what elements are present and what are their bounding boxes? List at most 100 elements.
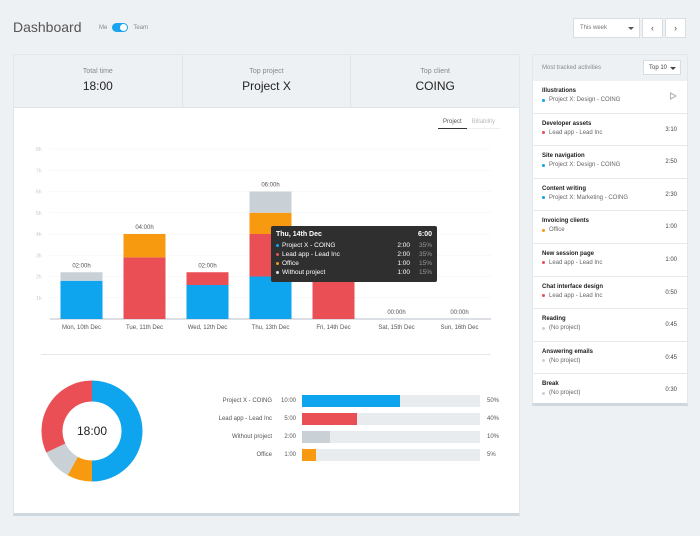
bar-segment[interactable] (249, 276, 292, 320)
legend-dot (276, 253, 279, 256)
tooltip-row-name: Office (282, 260, 299, 267)
stat-label: Top client (420, 68, 450, 75)
activity-project-name: Lead app - Lead Inc (549, 259, 603, 266)
activity-item[interactable]: New session page Lead app - Lead Inc 1:00 (533, 244, 687, 277)
breakdown-name: Project X - COING (222, 398, 272, 404)
bar-segment[interactable] (249, 191, 292, 213)
project-dot (542, 131, 545, 135)
breakdown-time: 10:00 (280, 398, 296, 404)
bar-segment[interactable] (123, 234, 166, 258)
activity-item[interactable]: Invoicing clients Office 1:00 (533, 211, 687, 244)
activity-project: Project X: Marketing - COING (542, 195, 678, 201)
activity-project: Lead app - Lead Inc (542, 260, 678, 266)
chart-tabs: Project Billability (438, 117, 501, 129)
y-tick-label: 2h (36, 275, 42, 281)
next-period-button[interactable]: › (665, 18, 686, 38)
bar-segment[interactable] (60, 272, 103, 281)
activity-item[interactable]: Answering emails (No project) 0:45 (533, 342, 687, 375)
stat-label: Total time (82, 68, 113, 75)
breakdown-name: Office (256, 452, 272, 458)
stat-top-client: Top client COING (351, 55, 519, 107)
play-icon[interactable] (670, 92, 677, 100)
breakdown-fill (302, 413, 358, 425)
x-tick-label: Mon, 10th Dec (62, 325, 101, 331)
page-title: Dashboard (13, 19, 82, 35)
period-dropdown[interactable]: This week (573, 18, 640, 38)
tooltip-row: Project X - COING 2:00 35% (276, 241, 432, 250)
bar-segment[interactable] (123, 257, 166, 319)
stat-label: Top project (249, 68, 284, 75)
activity-name: Answering emails (542, 348, 594, 355)
y-tick-label: 6h (36, 190, 42, 196)
activity-name: Chat interface design (542, 283, 604, 290)
project-dot (542, 359, 545, 363)
main-dashboard-card: Total time 18:00 Top project Project X T… (13, 54, 520, 516)
legend-dot (276, 244, 279, 247)
bar-segment[interactable] (186, 285, 229, 319)
tooltip-row-time: 2:00 (397, 251, 410, 258)
project-dot (542, 294, 545, 298)
activity-name: New session page (542, 250, 595, 257)
bar-total-label: 00:00h (387, 310, 405, 316)
project-dot (542, 163, 545, 167)
activity-project: (No project) (542, 325, 678, 331)
x-tick-label: Wed, 12th Dec (188, 325, 228, 331)
tab-project[interactable]: Project (438, 117, 467, 129)
activity-time: 0:30 (665, 387, 677, 394)
donut-slice[interactable] (41, 380, 93, 453)
bar-total-label: 02:00h (198, 263, 216, 269)
activity-item[interactable]: Site navigation Project X: Design - COING… (533, 146, 687, 179)
activity-item[interactable]: Content writing Project X: Marketing - CO… (533, 179, 687, 212)
activity-time: 2:30 (665, 191, 677, 198)
activity-item[interactable]: Break (No project) 0:30 (533, 374, 687, 407)
bar-total-label: 00:00h (450, 310, 468, 316)
stat-value: Project X (242, 79, 291, 93)
activity-item[interactable]: Chat interface design Lead app - Lead Inc… (533, 277, 687, 310)
activity-project-name: Project X: Design - COING (549, 97, 621, 103)
breakdown-fill (302, 449, 317, 461)
bar-total-label: 02:00h (72, 263, 90, 269)
stat-value: 18:00 (82, 79, 113, 93)
breakdown-pct: 5% (487, 452, 496, 458)
activity-project-name: (No project) (549, 325, 581, 332)
top-filter-dropdown[interactable]: Top 10 (643, 60, 681, 75)
breakdown-pct: 10% (487, 434, 500, 440)
bar-segment[interactable] (186, 272, 229, 285)
toggle-label-team: Team (133, 24, 149, 31)
activity-item[interactable]: Developer assets Lead app - Lead Inc 3:10 (533, 114, 687, 147)
bar-total-label: 06:00h (261, 183, 279, 189)
activity-name: Site navigation (542, 153, 585, 160)
bar-total-label: 04:00h (135, 225, 153, 231)
activity-item[interactable]: Reading (No project) 0:45 (533, 309, 687, 342)
section-divider (41, 354, 491, 355)
activity-project-name: (No project) (549, 390, 581, 397)
activity-time: 0:45 (665, 354, 677, 361)
most-tracked-activities-card: Most tracked activities Top 10 Illustrat… (532, 54, 688, 406)
breakdown-track (302, 413, 480, 425)
tooltip-row-name: Without project (282, 269, 326, 276)
stats-bar: Total time 18:00 Top project Project X T… (14, 55, 519, 108)
donut-total: 18:00 (76, 424, 108, 438)
period-dropdown-value: This week (580, 25, 608, 31)
toggle-label-me: Me (99, 24, 108, 31)
activity-name: Developer assets (542, 120, 592, 127)
project-dot (542, 391, 545, 395)
breakdown-name: Lead app - Lead Inc (218, 416, 272, 422)
tooltip-row: Office 1:00 15% (276, 259, 432, 268)
bar-segment[interactable] (60, 280, 103, 319)
activity-item[interactable]: Illustrations Project X: Design - COING (533, 81, 687, 114)
activity-project-name: Project X: Marketing - COING (549, 194, 629, 201)
activity-project: Lead app - Lead Inc (542, 130, 678, 136)
tab-billability[interactable]: Billability (466, 117, 501, 129)
activity-time: 0:45 (665, 322, 677, 329)
donut-slice[interactable] (67, 456, 93, 482)
donut-slice[interactable] (46, 442, 79, 476)
daily-bar-chart: 8h 7h 6h 5h 4h 3h 2h 1h 02:00h Mon, 10th Dec 04:00… (36, 147, 491, 331)
activity-time: 1:00 (665, 224, 677, 231)
prev-period-button[interactable]: ‹ (642, 18, 663, 38)
legend-dot (276, 271, 279, 274)
activity-project-name: Lead app - Lead Inc (549, 129, 603, 136)
me-team-toggle[interactable] (112, 23, 129, 32)
tooltip-row-pct: 15% (418, 269, 432, 276)
stat-value: COING (415, 79, 455, 93)
